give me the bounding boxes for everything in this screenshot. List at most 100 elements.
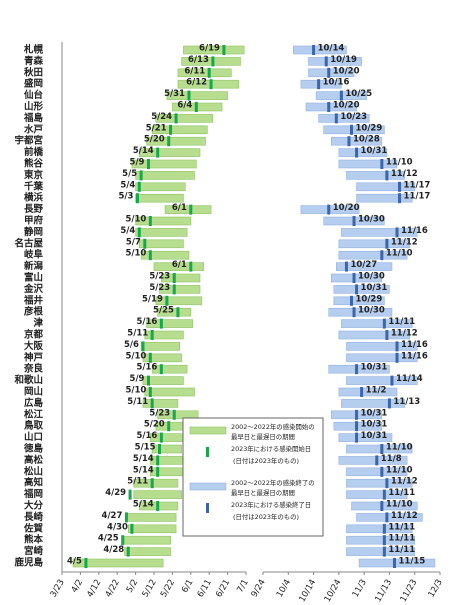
marker [398, 193, 402, 204]
marker [375, 455, 379, 466]
range-bar [135, 193, 184, 203]
category-label: 高知 [24, 477, 43, 489]
range-bar [135, 182, 186, 192]
value-label: 5/20 [144, 135, 165, 145]
range-bar [133, 490, 182, 499]
x-tick-label: 11/3 [351, 578, 369, 600]
marker [324, 56, 328, 67]
marker [355, 432, 359, 443]
range-bar [346, 490, 408, 499]
marker [148, 216, 152, 226]
marker [211, 56, 215, 67]
marker [382, 546, 386, 557]
value-label: 11/10 [386, 465, 413, 475]
marker [392, 558, 396, 568]
marker [344, 261, 348, 272]
marker [176, 307, 180, 318]
range-bar [72, 558, 164, 568]
marker [382, 535, 386, 546]
range-bar [293, 45, 347, 55]
legend-label: 最早日と最遅日の期間 [231, 433, 295, 441]
legend-label: 2023年における感染終了日 [231, 500, 311, 509]
value-label: 10/29 [356, 123, 383, 133]
value-label: 11/11 [388, 317, 415, 327]
range-bar [142, 353, 182, 363]
value-label: 5/11 [127, 329, 148, 339]
range-bar [338, 456, 408, 465]
category-label: 盛岡 [24, 78, 43, 90]
marker [355, 421, 359, 432]
value-label: 11/10 [386, 500, 413, 510]
x-tick-label: 4/22 [104, 578, 122, 600]
range-bar [135, 171, 195, 180]
range-bar [146, 319, 193, 328]
range-bar [135, 216, 192, 226]
range-bar [346, 444, 413, 454]
marker [156, 466, 160, 477]
value-label: 10/27 [350, 260, 377, 270]
value-label: 5/4 [120, 226, 135, 236]
value-label: 5/14 [133, 146, 154, 156]
legend-label: 2002～2022年の感染開始の [231, 422, 315, 431]
value-label: 10/30 [358, 306, 385, 316]
range-bar [336, 262, 393, 271]
marker [382, 318, 386, 329]
marker [350, 124, 353, 135]
range-bar [300, 79, 342, 89]
value-label: 11/11 [388, 534, 415, 544]
value-label: 10/30 [358, 272, 385, 282]
marker [347, 136, 351, 147]
marker [352, 216, 356, 226]
category-label: 水戸 [24, 123, 44, 135]
range-bar [346, 467, 408, 477]
value-label: 10/31 [361, 408, 388, 418]
marker [334, 113, 338, 124]
value-label: 10/30 [358, 215, 385, 225]
value-label: 4/29 [105, 488, 126, 498]
range-bar [131, 159, 197, 169]
x-tick-label: 10/4 [275, 578, 293, 600]
range-bar [346, 353, 418, 363]
marker [385, 512, 389, 523]
value-label: 6/19 [199, 44, 220, 54]
category-label: 徳島 [23, 443, 44, 455]
marker [387, 398, 391, 409]
category-label: 岐阜 [24, 249, 44, 261]
marker [148, 387, 152, 397]
range-bar [338, 250, 408, 260]
value-label: 10/29 [356, 294, 383, 304]
range-bar [161, 273, 201, 283]
range-bar [351, 501, 418, 511]
marker [355, 409, 359, 420]
value-label: 11/10 [386, 443, 413, 453]
range-bar [330, 273, 383, 283]
range-bar [177, 68, 232, 78]
marker [385, 330, 389, 340]
range-bar [346, 547, 416, 556]
legend-swatch [206, 503, 209, 513]
value-label: 5/31 [164, 89, 185, 99]
category-label: 仙台 [24, 89, 44, 101]
marker [380, 250, 384, 261]
value-label: 5/14 [133, 465, 154, 475]
value-label: 5/23 [149, 272, 170, 282]
value-label: 6/1 [172, 203, 187, 213]
marker [194, 102, 198, 112]
category-label: 津 [33, 317, 43, 329]
range-bar [341, 319, 413, 328]
range-bar [151, 125, 208, 135]
value-label: 10/31 [361, 363, 388, 373]
category-label: 金沢 [23, 283, 44, 295]
category-label: 奈良 [23, 363, 44, 375]
category-label: 山形 [24, 101, 44, 113]
value-label: 11/16 [401, 340, 428, 350]
value-label: 5/20 [144, 420, 165, 430]
marker [395, 227, 399, 238]
category-label: 山口 [24, 431, 43, 443]
value-label: 11/12 [391, 511, 418, 521]
range-bar [166, 91, 228, 100]
range-bar [146, 136, 206, 146]
value-label: 4/30 [107, 522, 128, 532]
marker [398, 181, 402, 192]
value-label: 5/9 [130, 158, 145, 168]
